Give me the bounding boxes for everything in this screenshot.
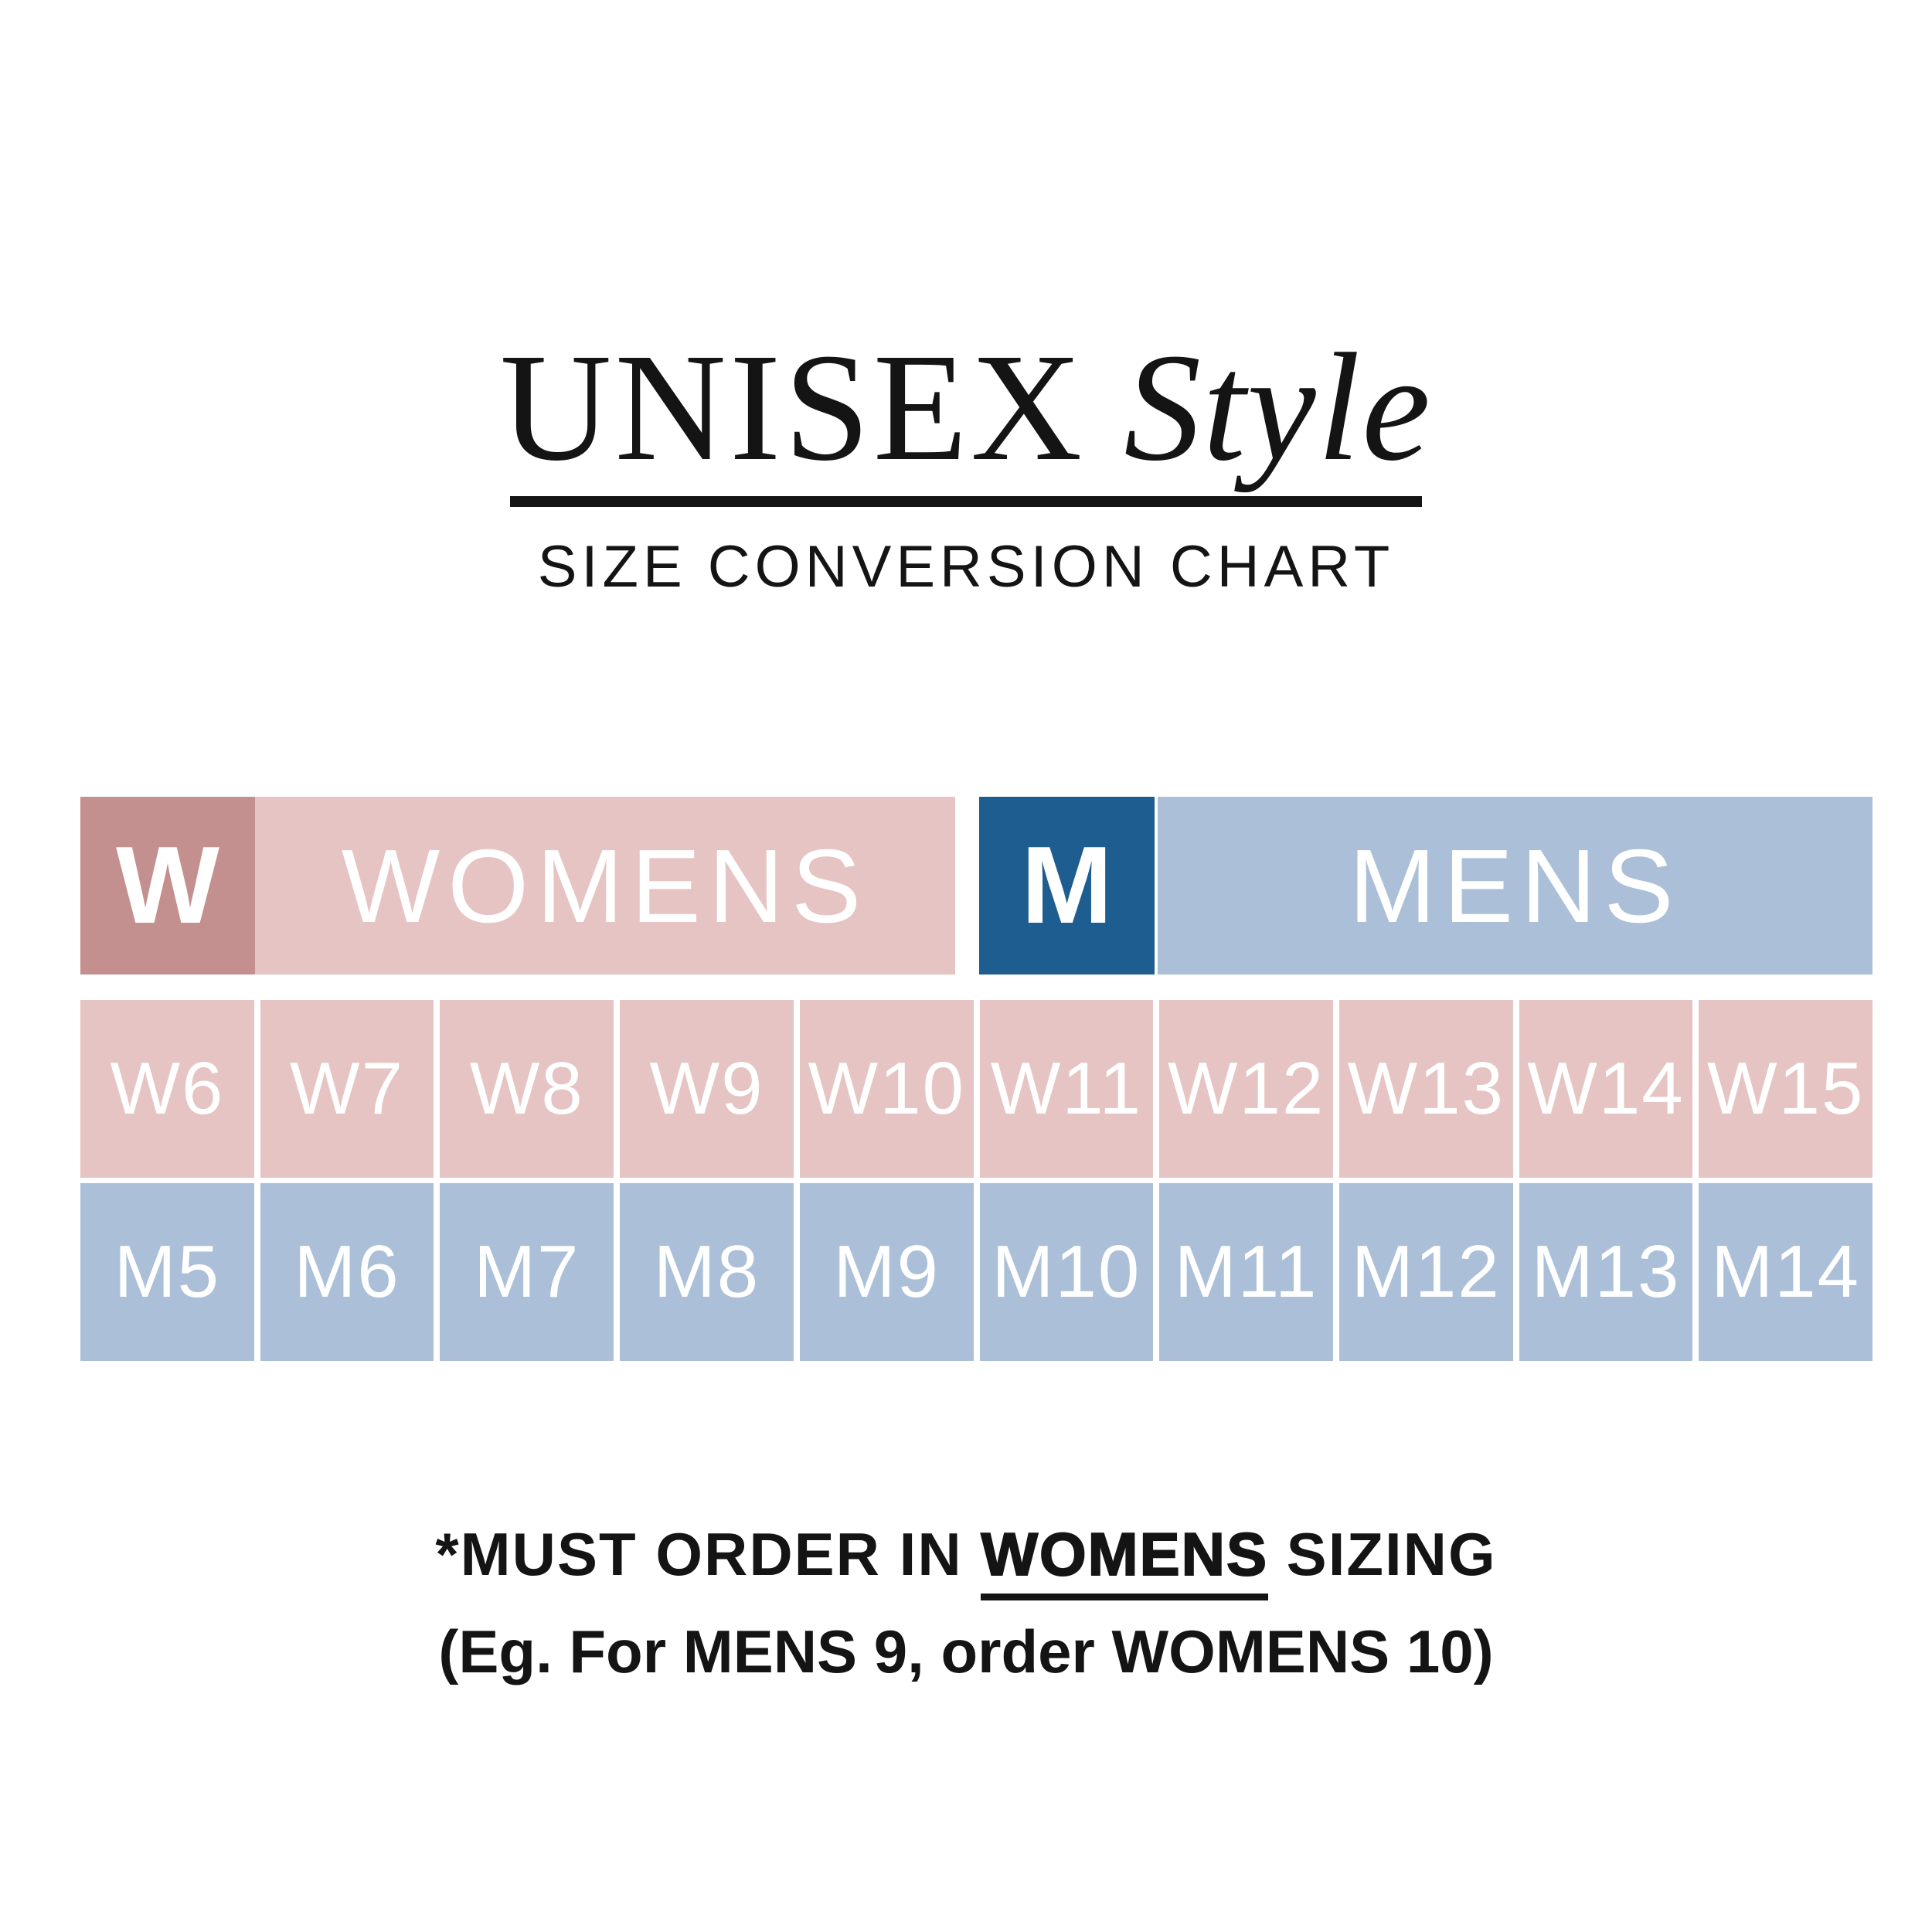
mens-size-cell: M12: [1338, 1183, 1513, 1361]
womens-size-cell: W6: [80, 1000, 254, 1178]
womens-size-cell: W10: [799, 1000, 974, 1178]
womens-size-cell: W14: [1519, 1000, 1693, 1178]
footnote-ordering-rule: *MUST ORDER IN WOMENS SIZING: [0, 1523, 1932, 1600]
title-word-style: Style: [1124, 322, 1432, 493]
womens-size-row: W6 W7 W8 W9 W10 W11 W12 W13 W14 W15: [80, 1000, 1873, 1178]
mens-size-cell: M9: [799, 1183, 974, 1361]
mens-size-row: M5 M6 M7 M8 M9 M10 M11 M12 M13 M14: [80, 1183, 1873, 1361]
womens-size-cell: W9: [620, 1000, 794, 1178]
womens-size-cell: W7: [260, 1000, 434, 1178]
womens-size-cell: W12: [1159, 1000, 1333, 1178]
title-word-unisex: UNISEX: [500, 322, 1086, 493]
page-subtitle: SIZE CONVERSION CHART: [537, 534, 1395, 600]
mens-size-cell: M13: [1519, 1183, 1693, 1361]
mens-size-cell: M11: [1159, 1183, 1333, 1361]
footnote-example: (Eg. For MENS 9, order WOMENS 10): [438, 1617, 1494, 1685]
womens-abbr: W: [115, 824, 220, 947]
womens-abbr-box: W: [80, 797, 255, 975]
mens-size-cell: M5: [80, 1183, 254, 1361]
mens-size-cell: M8: [620, 1183, 794, 1361]
footnote-prefix: *MUST ORDER IN: [435, 1520, 981, 1588]
footnote-emphasis-womens: WOMENS: [980, 1523, 1268, 1600]
mens-label-band: MENS: [1158, 797, 1872, 975]
mens-abbr-box: M: [979, 797, 1155, 975]
mens-size-cell: M14: [1699, 1183, 1873, 1361]
womens-size-cell: W13: [1338, 1000, 1513, 1178]
womens-size-cell: W11: [979, 1000, 1154, 1178]
mens-size-cell: M7: [440, 1183, 614, 1361]
womens-size-cell: W8: [440, 1000, 614, 1178]
legend-row: W WOMENS M MENS: [80, 797, 1872, 975]
womens-label: WOMENS: [341, 827, 869, 944]
title-underline: [510, 496, 1422, 507]
mens-size-cell: M10: [979, 1183, 1154, 1361]
page-title: UNISEX Style: [0, 331, 1932, 485]
womens-size-cell: W15: [1699, 1000, 1873, 1178]
mens-size-cell: M6: [260, 1183, 434, 1361]
womens-label-band: WOMENS: [255, 797, 955, 975]
mens-abbr: M: [1021, 824, 1113, 947]
mens-label: MENS: [1349, 827, 1682, 944]
footnote-suffix: SIZING: [1268, 1520, 1497, 1588]
